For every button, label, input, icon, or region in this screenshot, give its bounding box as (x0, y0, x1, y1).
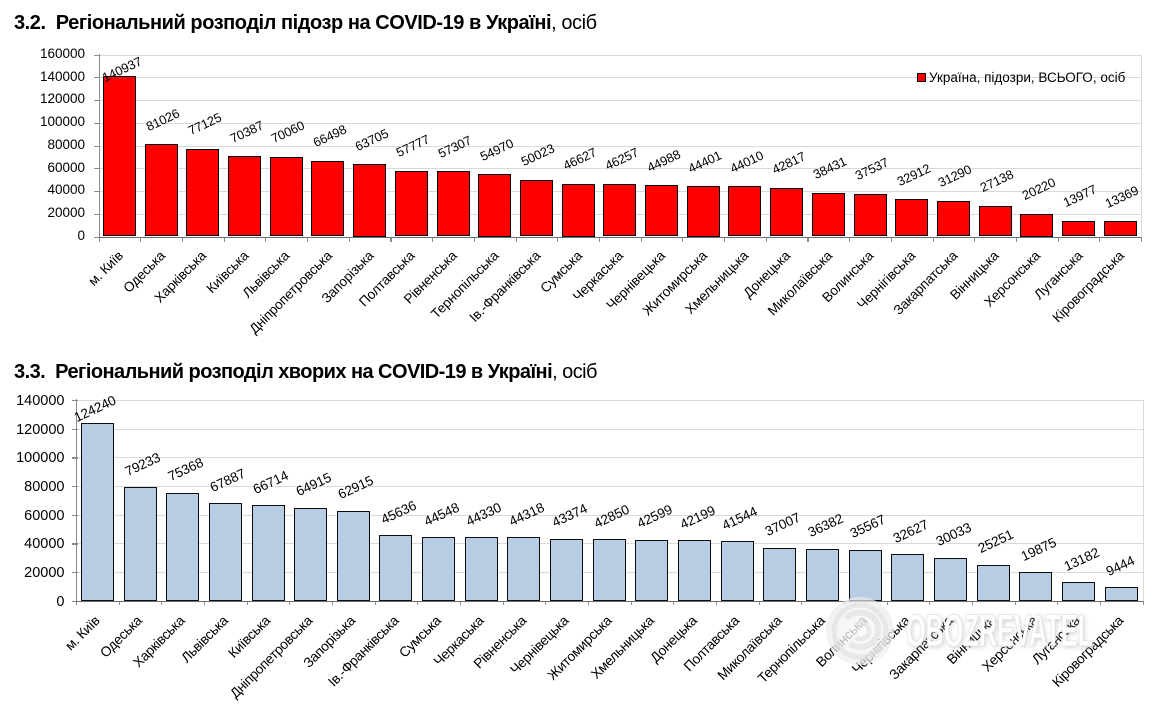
svg-text:OBOZREVATEL: OBOZREVATEL (906, 605, 1093, 655)
svg-text:OBOZREVATEL: OBOZREVATEL (908, 607, 1095, 656)
